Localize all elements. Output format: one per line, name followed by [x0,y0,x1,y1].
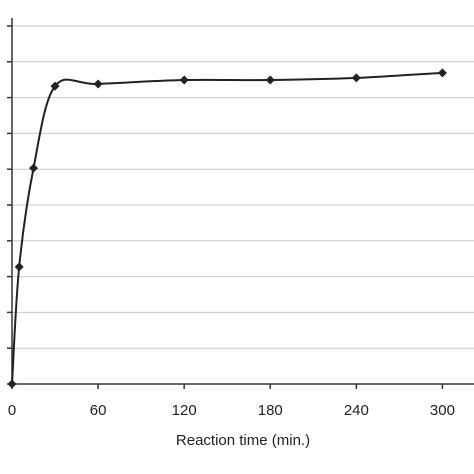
x-tick-label: 240 [344,402,369,419]
data-point [14,262,24,272]
data-point [265,75,275,85]
series-line [11,71,443,385]
data-point [93,79,103,89]
data-point [7,379,17,389]
data-point [437,68,447,78]
x-tick-label: 180 [258,402,283,419]
data-point [50,81,60,91]
x-tick-label: 120 [172,402,197,419]
data-point [351,73,361,83]
x-axis-label: Reaction time (min.) [176,432,310,449]
data-point [29,163,39,173]
data-point [179,75,189,85]
x-tick-label: 300 [430,402,455,419]
x-tick-label: 0 [8,402,16,419]
x-tick-label: 60 [90,402,107,419]
